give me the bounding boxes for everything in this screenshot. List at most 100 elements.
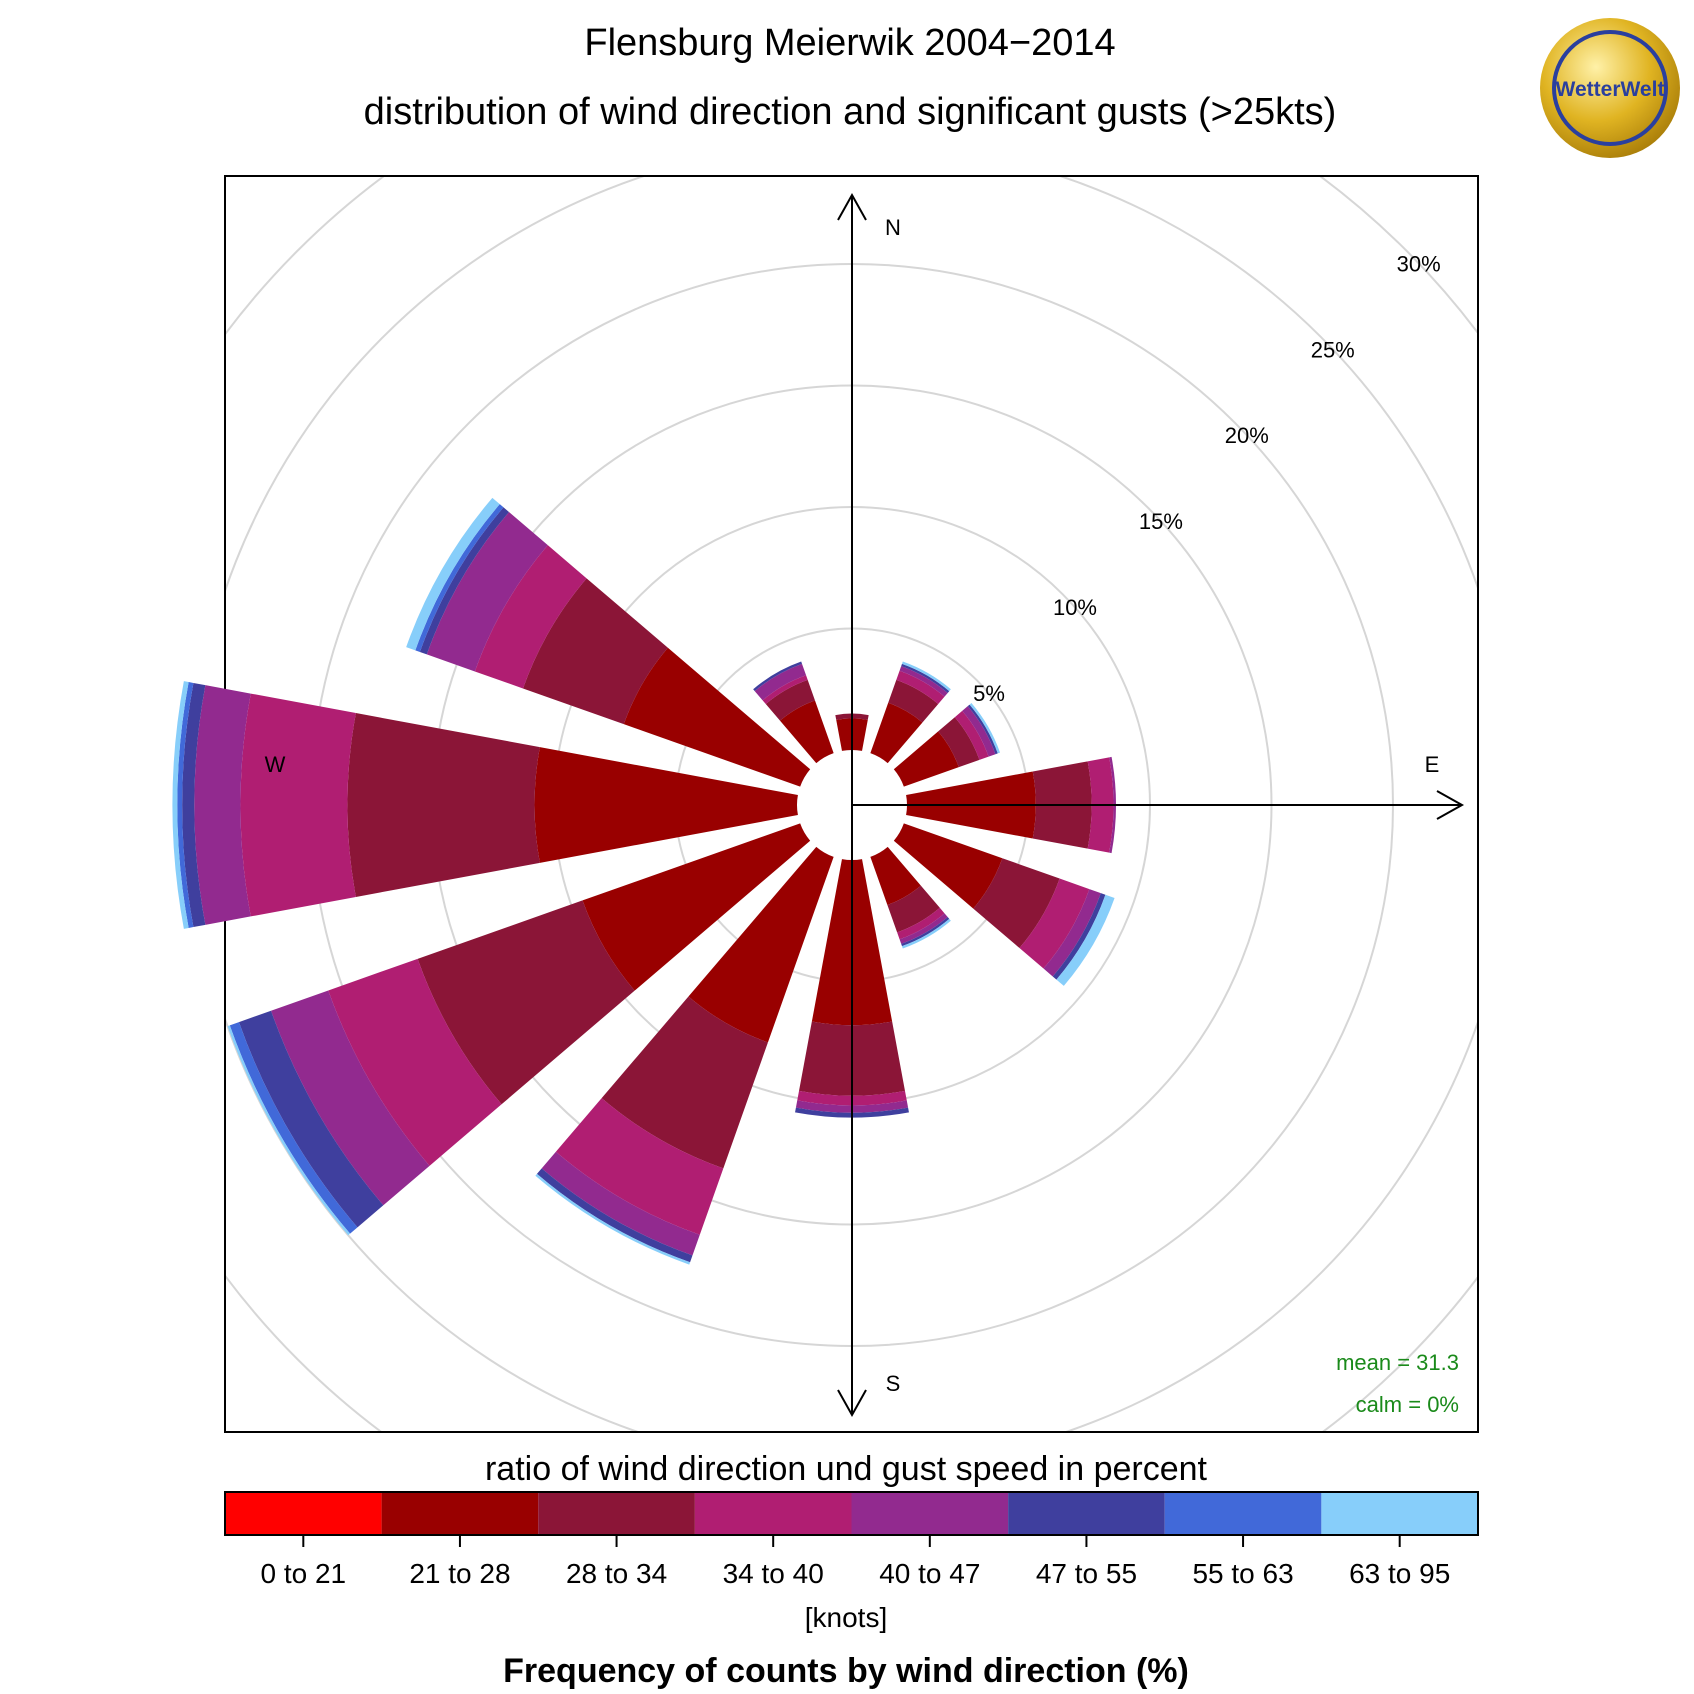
legend-label-8: 63 to 95	[1349, 1558, 1450, 1589]
wedge-210deg-bin-4	[541, 1151, 700, 1256]
ring-labels: 5% 10% 15% 20% 25% 30%	[973, 251, 1440, 706]
wedge-300deg-bin-3	[474, 545, 587, 689]
legend-title: ratio of wind direction und gust speed i…	[485, 1450, 1208, 1488]
wedge-210deg-bin-2	[601, 996, 768, 1169]
wedge-60deg-bin-7	[969, 702, 1001, 754]
wedge-150deg-bin-3	[897, 907, 945, 940]
legend-swatch-8	[1321, 1492, 1478, 1535]
stat-mean: mean = 31.3	[1336, 1350, 1459, 1375]
wedge-270deg-bin-4	[194, 685, 251, 925]
chart-title: Flensburg Meierwik 2004−2014	[584, 22, 1115, 64]
south-arrowhead	[837, 1389, 867, 1418]
wedge-240deg-bin-5	[238, 1010, 384, 1228]
wedge-60deg-bin-5	[967, 704, 998, 755]
legend-unit: [knots]	[805, 1602, 887, 1633]
legend-swatch-6	[1008, 1492, 1165, 1535]
logo-disc	[1540, 18, 1680, 158]
compass-label-west: W	[265, 752, 286, 777]
wedge-240deg-bin-3	[328, 958, 502, 1166]
wedge-120deg-bin-7	[1056, 894, 1115, 986]
legend-swatch-2	[381, 1492, 539, 1535]
wedge-270deg-bin-7	[172, 681, 189, 929]
wedge-30deg-bin-3	[896, 670, 945, 705]
wedge-330deg-bin-2	[765, 679, 815, 721]
speed-legend: 0 to 21 21 to 28 28 to 34 34 to 40 40 to 47 4…	[224, 1491, 1479, 1589]
wedge-60deg-bin-2	[938, 717, 980, 768]
direction-spokes	[172, 497, 1116, 1265]
wedge-180deg-bin-5	[795, 1107, 909, 1118]
legend-label-3: 28 to 34	[566, 1558, 667, 1589]
compass-label-north: N	[885, 215, 901, 240]
ring-label-10: 10%	[1053, 595, 1097, 620]
wedge-300deg-bin-6	[415, 504, 504, 652]
legend-swatch-3	[538, 1492, 695, 1535]
east-arrowhead	[1436, 790, 1465, 820]
wedge-270deg-bin-2	[347, 713, 540, 897]
wedge-150deg-bin-5	[901, 917, 950, 947]
wedge-240deg-bin-2	[417, 900, 635, 1105]
wedge-300deg-bin-4	[426, 512, 548, 672]
north-arrowhead	[837, 192, 867, 221]
ring-label-20: 20%	[1225, 423, 1269, 448]
wedge-330deg-bin-4	[754, 663, 807, 701]
wedge-240deg-bin-6	[229, 1022, 358, 1234]
wedge-90deg-bin-4	[1109, 756, 1116, 854]
wedge-150deg-bin-4	[899, 913, 948, 944]
wedge-30deg-bin-7	[901, 661, 951, 692]
stat-calm: calm = 0%	[1356, 1392, 1459, 1417]
wedge-300deg-bin-5	[419, 507, 509, 655]
wedge-210deg-bin-1	[688, 846, 834, 1043]
legend-swatch-1	[225, 1492, 382, 1535]
ring-label-30: 30%	[1397, 251, 1441, 276]
wedge-330deg-bin-5	[753, 661, 803, 692]
wedge-120deg-bin-4	[1043, 889, 1101, 977]
wedge-330deg-bin-3	[762, 675, 808, 705]
chart-subtitle: distribution of wind direction and signi…	[364, 91, 1337, 133]
wedge-210deg-bin-5	[536, 1168, 693, 1263]
wedge-150deg-bin-2	[887, 885, 940, 933]
wedge-210deg-bin-3	[555, 1098, 724, 1235]
wedge-150deg-bin-1	[870, 846, 921, 905]
legend-label-5: 40 to 47	[879, 1558, 980, 1589]
legend-swatch-5	[851, 1492, 1009, 1535]
wedge-300deg-bin-2	[522, 578, 668, 725]
legend-label-4: 34 to 40	[723, 1558, 824, 1589]
legend-label-6: 47 to 55	[1036, 1558, 1137, 1589]
legend-label-1: 0 to 21	[260, 1558, 346, 1589]
logo-text: WetterWelt	[1556, 78, 1665, 101]
ring-label-5: 5%	[973, 681, 1005, 706]
wetterwelt-logo: WetterWelt	[1540, 18, 1680, 158]
wedge-150deg-bin-7	[901, 918, 951, 949]
wedge-300deg-bin-1	[623, 647, 811, 787]
wedge-120deg-bin-5	[1052, 893, 1106, 980]
compass-label-south: S	[886, 1371, 901, 1396]
wedge-120deg-bin-2	[973, 858, 1060, 949]
wedge-240deg-bin-1	[582, 823, 811, 991]
wedge-60deg-bin-4	[962, 706, 996, 757]
wedge-330deg-bin-1	[779, 700, 834, 764]
wedge-30deg-bin-1	[870, 702, 923, 764]
x-axis-label: Frequency of counts by wind direction (%…	[503, 1652, 1189, 1690]
legend-border	[224, 1491, 1479, 1536]
ring-label-15: 15%	[1139, 509, 1183, 534]
wedge-30deg-bin-5	[901, 663, 950, 693]
wedge-270deg-bin-1	[534, 747, 798, 863]
legend-swatch-7	[1164, 1492, 1322, 1535]
legend-label-7: 55 to 63	[1192, 1558, 1293, 1589]
wedge-120deg-bin-1	[893, 823, 1003, 909]
logo-ring	[1552, 30, 1668, 146]
compass-label-east: E	[1425, 752, 1440, 777]
wedge-270deg-bin-6	[177, 682, 194, 928]
wedge-240deg-bin-4	[271, 990, 430, 1206]
wedge-60deg-bin-3	[954, 710, 989, 760]
wedge-270deg-bin-3	[240, 693, 356, 917]
legend-label-2: 21 to 28	[409, 1558, 510, 1589]
wedge-300deg-bin-7	[406, 497, 500, 651]
compass-axes	[837, 192, 1465, 1418]
legend-swatch-4	[694, 1492, 852, 1535]
wedge-30deg-bin-4	[899, 666, 948, 697]
wedge-30deg-bin-2	[888, 679, 939, 723]
ring-label-25: 25%	[1311, 337, 1355, 362]
wedge-270deg-bin-5	[182, 682, 206, 928]
